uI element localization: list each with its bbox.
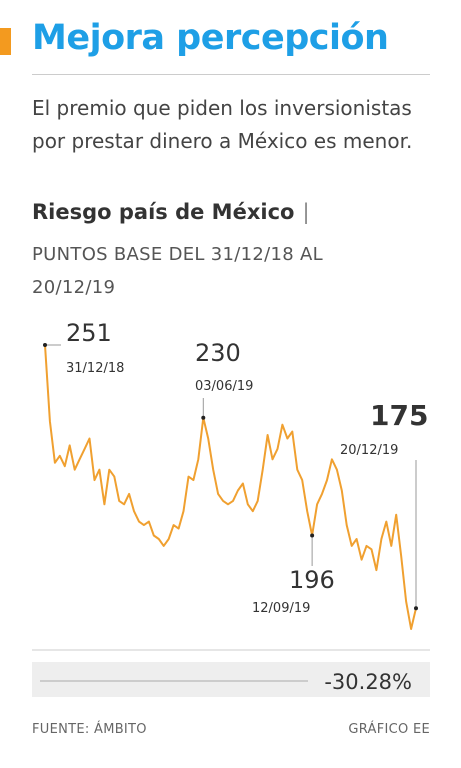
annotation-date: 20/12/19 (340, 443, 398, 458)
annotation-dot (414, 606, 418, 611)
annotation-date: 31/12/18 (66, 361, 124, 376)
chart-title-text: Riesgo país de México (32, 200, 295, 224)
separator: | (302, 200, 310, 224)
accent-block (0, 28, 11, 55)
annotation-dot (201, 415, 206, 420)
chart-title: Riesgo país de México | (32, 200, 310, 224)
units: PUNTOS BASE DEL 31/12/18 AL 20/12/19 (32, 244, 323, 298)
annotation-date: 12/09/19 (252, 601, 310, 616)
annotation-value: 230 (195, 339, 241, 367)
annotation-dot (43, 343, 47, 347)
annotation-value: 175 (370, 399, 428, 432)
series-line (44, 344, 417, 630)
annotation-dot (310, 533, 315, 538)
annotation-date: 03/06/19 (195, 379, 253, 394)
credit: GRÁFICO EE (348, 722, 430, 737)
subtitle: El premio que piden los inversionistas p… (32, 96, 413, 153)
title: Mejora percepción (32, 18, 389, 58)
source: FUENTE: ÁMBITO (32, 722, 147, 737)
annotation-value: 196 (289, 566, 335, 594)
annotation-value: 251 (66, 319, 112, 347)
title-rule (32, 74, 430, 75)
change-label: -30.28% (324, 670, 412, 694)
change-box (32, 662, 430, 697)
